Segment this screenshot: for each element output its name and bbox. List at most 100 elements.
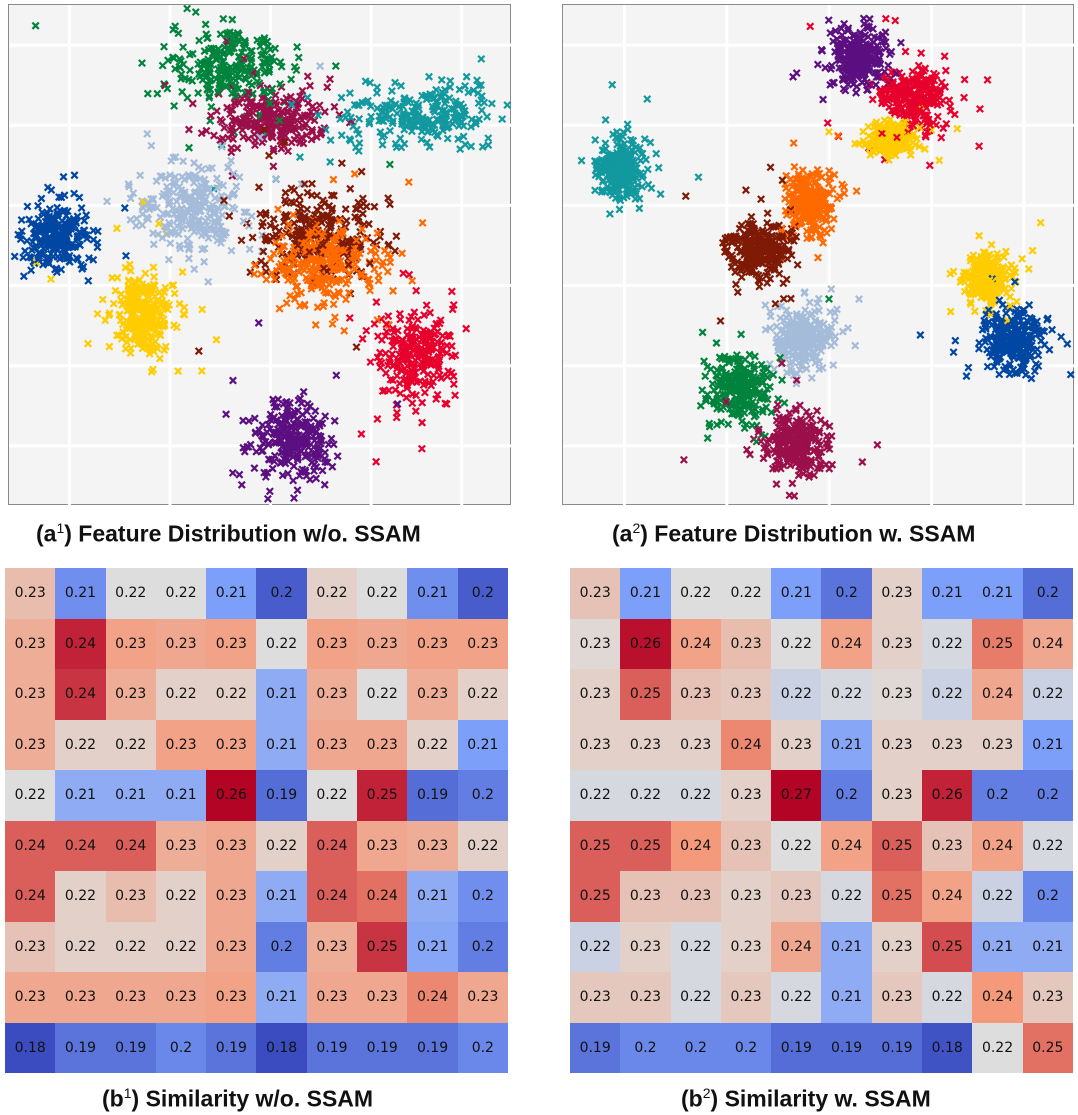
scatter-point-blue	[29, 243, 38, 252]
scatter-point-red	[449, 372, 458, 381]
scatter-point-teal	[417, 135, 426, 144]
scatter-point-yellow_top	[935, 156, 944, 165]
scatter-point-orange	[829, 215, 838, 223]
scatter-point-brown	[262, 267, 271, 276]
scatter-point-blue	[53, 208, 61, 217]
scatter-point-lightblue	[208, 201, 217, 210]
scatter-point-green	[203, 84, 212, 93]
scatter-point-blue	[1016, 363, 1025, 372]
scatter-point-lightblue	[829, 361, 838, 370]
scatter-point-maroon	[251, 136, 260, 145]
scatter-point-orange	[305, 233, 314, 242]
scatter-point-brown	[256, 209, 265, 218]
scatter-point-maroon	[223, 103, 232, 112]
scatter-point-yellow	[126, 335, 135, 344]
scatter-point-blue	[990, 362, 999, 371]
scatter-point-purple	[310, 466, 318, 475]
scatter-point-lightblue	[217, 142, 226, 151]
scatter-point-red	[806, 22, 815, 31]
scatter-point-teal	[461, 81, 470, 90]
scatter-point-red	[932, 71, 941, 80]
scatter-point-orange	[819, 194, 828, 203]
scatter-point-green	[293, 42, 302, 51]
scatter-point-blue	[34, 201, 43, 210]
scatter-point-purple	[263, 428, 272, 437]
scatter-point-blue	[67, 221, 76, 230]
scatter-point-blue	[980, 316, 989, 325]
scatter-point-teal	[445, 94, 454, 103]
scatter-point-red	[451, 391, 460, 400]
scatter-point-yellow	[141, 331, 150, 340]
scatter-point-orange	[307, 281, 316, 290]
scatter-point-blue	[1043, 314, 1052, 323]
scatter-point-lightblue	[182, 205, 191, 214]
scatter-point-purple	[302, 471, 311, 480]
scatter-point-purple	[884, 61, 893, 70]
scatter-point-green	[713, 404, 722, 413]
scatter-point-brown	[733, 288, 742, 297]
scatter-point-teal	[474, 81, 483, 90]
scatter-point-red	[413, 315, 422, 324]
scatter-point-yellow	[109, 299, 118, 308]
scatter-point-orange	[389, 286, 398, 295]
scatter-point-maroon	[250, 130, 259, 139]
scatter-point-purple	[318, 419, 327, 428]
scatter-point-brown	[312, 191, 321, 200]
scatter-point-yellow	[178, 268, 187, 277]
scatter-point-lightblue	[204, 164, 213, 173]
scatter-point-blue	[79, 262, 88, 271]
scatter-point-red	[933, 112, 942, 121]
scatter-point-teal	[343, 108, 352, 116]
scatter-point-red	[397, 347, 406, 356]
scatter-point-blue	[82, 211, 91, 220]
scatter-point-blue	[1028, 322, 1037, 331]
scatter-point-maroon	[267, 111, 276, 120]
scatter-point-orange	[378, 261, 387, 270]
scatter-point-red	[345, 313, 354, 322]
scatter-point-maroon	[297, 133, 306, 142]
scatter-point-orange	[289, 253, 298, 262]
scatter-point-lightblue	[851, 341, 860, 350]
scatter-point-lightblue	[205, 223, 214, 232]
scatter-point-red	[396, 315, 405, 324]
scatter-point-red	[381, 369, 390, 378]
scatter-point-yellow_top	[891, 122, 900, 131]
scatter-point-green	[331, 62, 340, 71]
scatter-point-purple	[222, 410, 231, 419]
scatter-point-yellow	[174, 367, 183, 376]
scatter-point-blue	[89, 235, 98, 244]
scatter-point-yellow	[117, 334, 126, 343]
scatter-point-teal	[391, 139, 400, 148]
scatter-point-lightblue	[171, 206, 180, 214]
scatter-point-red	[393, 371, 402, 380]
scatter-point-purple	[243, 442, 252, 451]
scatter-point-brown	[735, 224, 744, 233]
scatter-point-brown	[337, 159, 346, 168]
scatter-point-brown	[391, 246, 400, 255]
scatter-point-lightblue	[136, 171, 145, 180]
scatter-point-yellow	[93, 309, 102, 318]
scatter-point-orange	[257, 270, 266, 279]
scatter-point-lightblue	[801, 356, 810, 365]
scatter-point-blue	[1008, 345, 1017, 354]
scatter-point-purple	[827, 61, 836, 70]
scatter-point-purple	[892, 69, 901, 78]
scatter-point-red	[434, 352, 443, 361]
scatter-point-teal	[607, 185, 616, 194]
scatter-point-purple	[309, 443, 318, 452]
scatter-point-yellow	[1036, 218, 1045, 227]
scatter-point-brown	[750, 236, 759, 245]
scatter-point-teal	[477, 106, 486, 115]
scatter-point-blue	[36, 235, 45, 244]
scatter-point-green	[240, 36, 249, 45]
scatter-point-blue	[36, 249, 45, 258]
scatter-point-blue	[1022, 316, 1031, 325]
scatter-point-purple	[896, 38, 905, 47]
scatter-point-teal	[358, 98, 367, 107]
scatter-point-red	[418, 418, 427, 427]
scatter-point-purple	[282, 397, 291, 406]
scatter-point-purple	[289, 452, 298, 461]
scatter-point-red	[936, 99, 945, 108]
scatter-point-teal	[635, 194, 644, 203]
scatter-point-orange	[289, 271, 298, 280]
